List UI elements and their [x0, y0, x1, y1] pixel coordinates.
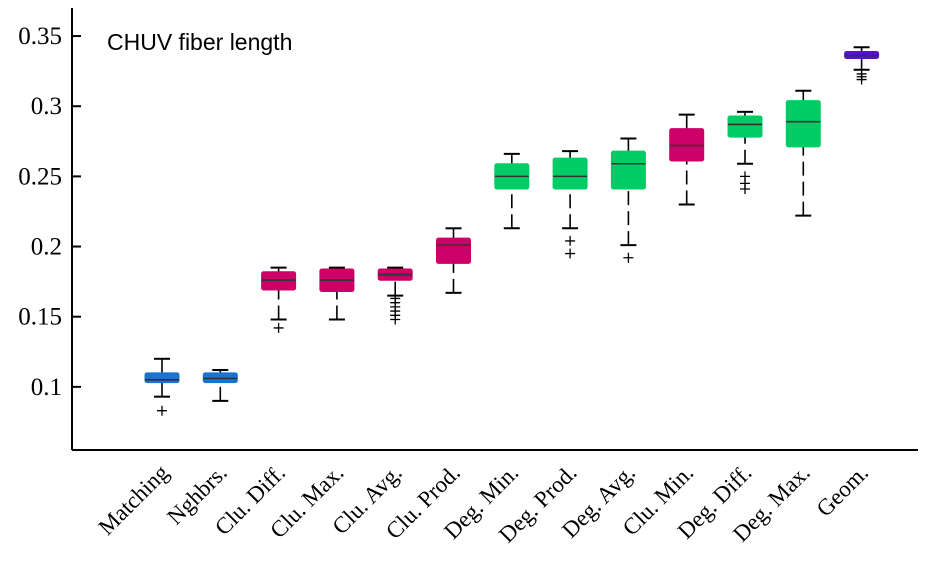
y-tick-label: 0.3	[31, 93, 62, 120]
y-tick-label: 0.2	[31, 234, 62, 261]
box-2	[202, 369, 238, 402]
box-7	[494, 152, 530, 230]
x-tick-label: Geom.	[812, 460, 873, 521]
box-iqr	[727, 115, 763, 138]
outlier-marker	[565, 235, 576, 246]
chart-title: CHUV fiber length	[107, 29, 292, 55]
outlier-marker	[157, 405, 167, 416]
box-iqr	[552, 157, 588, 190]
box-9	[610, 137, 646, 263]
box-series	[144, 46, 880, 416]
box-iqr	[610, 150, 646, 190]
y-ticks: 0.1 0.15 0.2 0.25 0.3 0.35	[18, 23, 81, 401]
y-tick-label: 0.1	[31, 374, 62, 401]
box-5	[377, 266, 413, 325]
outlier-marker	[623, 252, 634, 263]
box-4	[319, 266, 355, 321]
y-tick-label: 0.35	[18, 23, 62, 50]
outlier-marker	[390, 314, 401, 325]
box-iqr	[785, 100, 821, 148]
y-tick-label: 0.25	[18, 163, 62, 190]
y-tick-label: 0.15	[18, 304, 62, 331]
box-iqr	[144, 372, 180, 384]
box-11	[727, 110, 763, 195]
outlier-marker	[856, 74, 867, 85]
plot-axes	[71, 8, 918, 451]
x-tick-label: Matching	[94, 460, 174, 540]
box-12	[785, 89, 821, 217]
box-8	[552, 150, 588, 259]
box-10	[669, 113, 705, 206]
box-iqr	[436, 237, 471, 264]
box-6	[436, 227, 471, 294]
box-13	[844, 46, 880, 85]
outlier-marker	[740, 184, 750, 195]
box-1	[144, 357, 180, 416]
outlier-marker	[273, 322, 284, 333]
outlier-marker	[565, 248, 576, 259]
box-3	[261, 266, 297, 333]
